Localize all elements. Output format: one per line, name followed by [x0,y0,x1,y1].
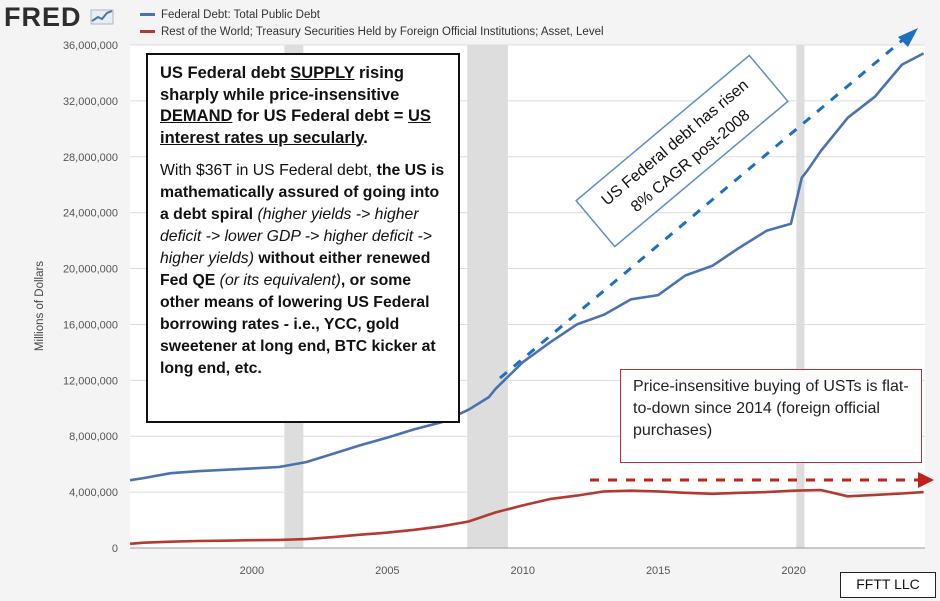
annotation-text-segment: (higher yields -> higher deficit -> lowe… [160,206,433,267]
annotation-text-segment: for US Federal debt = [232,107,409,125]
supply-demand-annotation-box: US Federal debt SUPPLY rising sharply wh… [146,53,460,423]
y-tick-label: 4,000,000 [69,487,118,499]
foreign-buying-annotation-box: Price-insensitive buying of USTs is flat… [620,369,922,463]
y-tick-label: 24,000,000 [63,208,118,220]
y-tick-label: 20,000,000 [63,264,118,276]
legend-label: Rest of the World; Treasury Securities H… [161,25,604,38]
y-axis-label: Millions of Dollars [34,260,46,352]
x-tick-label: 2005 [375,565,399,577]
recession-band [796,45,805,548]
fred-logo-graph-icon [90,9,114,25]
debt-series-line [129,52,925,482]
x-tick-label: 2015 [646,565,670,577]
x-tick-label: 2020 [781,565,805,577]
y-tick-label: 16,000,000 [63,319,118,331]
legend: Federal Debt: Total Public Debt Rest of t… [140,6,604,40]
legend-item-foreign: Rest of the World; Treasury Securities H… [140,23,604,40]
credit-label: FFTT LLC [840,572,936,598]
annotation-text-segment: . [363,128,368,147]
fred-logo-text: FRED [4,2,82,32]
red-flat-arrowhead [918,472,934,488]
x-tick-label: 2000 [240,565,264,577]
y-tick-label: 32,000,000 [63,96,118,108]
recession-band [467,45,508,548]
blue-trend-arrowhead [898,28,918,47]
y-tick-label: 8,000,000 [69,431,118,443]
legend-swatch [140,30,155,33]
legend-label: Federal Debt: Total Public Debt [161,8,320,21]
annotation-text-segment: US interest rates up secularly [160,107,431,147]
x-tick-label: 2010 [511,565,535,577]
legend-item-debt: Federal Debt: Total Public Debt [140,6,604,23]
annotation-text-segment: without either renewed Fed QE [160,250,431,289]
y-tick-label: 28,000,000 [63,152,118,164]
blue-trend-arrow-line [499,36,906,380]
y-tick-label: 12,000,000 [63,375,118,387]
annotation-text-segment: SUPPLY [290,64,355,82]
annotation-text-segment: , or some other means of lowering US Fed… [160,272,436,377]
annotation-text-segment: DEMAND [160,107,233,125]
annotation-text-segment: the US is mathematically assured of goin… [160,162,445,223]
annotation-text-segment: (or its equivalent) [215,272,341,289]
y-tick-label: 0 [112,543,118,555]
debt-spiral-body: With $36T in US Federal debt, the US is … [160,160,448,380]
legend-swatch [140,13,155,16]
cagr-annotation-box [575,54,789,248]
y-tick-label: 36,000,000 [63,40,118,52]
annotation-text-segment: US Federal debt [160,64,291,82]
supply-demand-title: US Federal debt SUPPLY rising sharply wh… [160,63,448,149]
fred-logo: FRED [4,2,114,33]
foreign-holdings-series-line [129,488,924,546]
annotation-text-segment: rising sharply while price-insensitive [160,64,404,104]
annotation-text-segment: With $36T in US Federal debt, [160,162,377,179]
